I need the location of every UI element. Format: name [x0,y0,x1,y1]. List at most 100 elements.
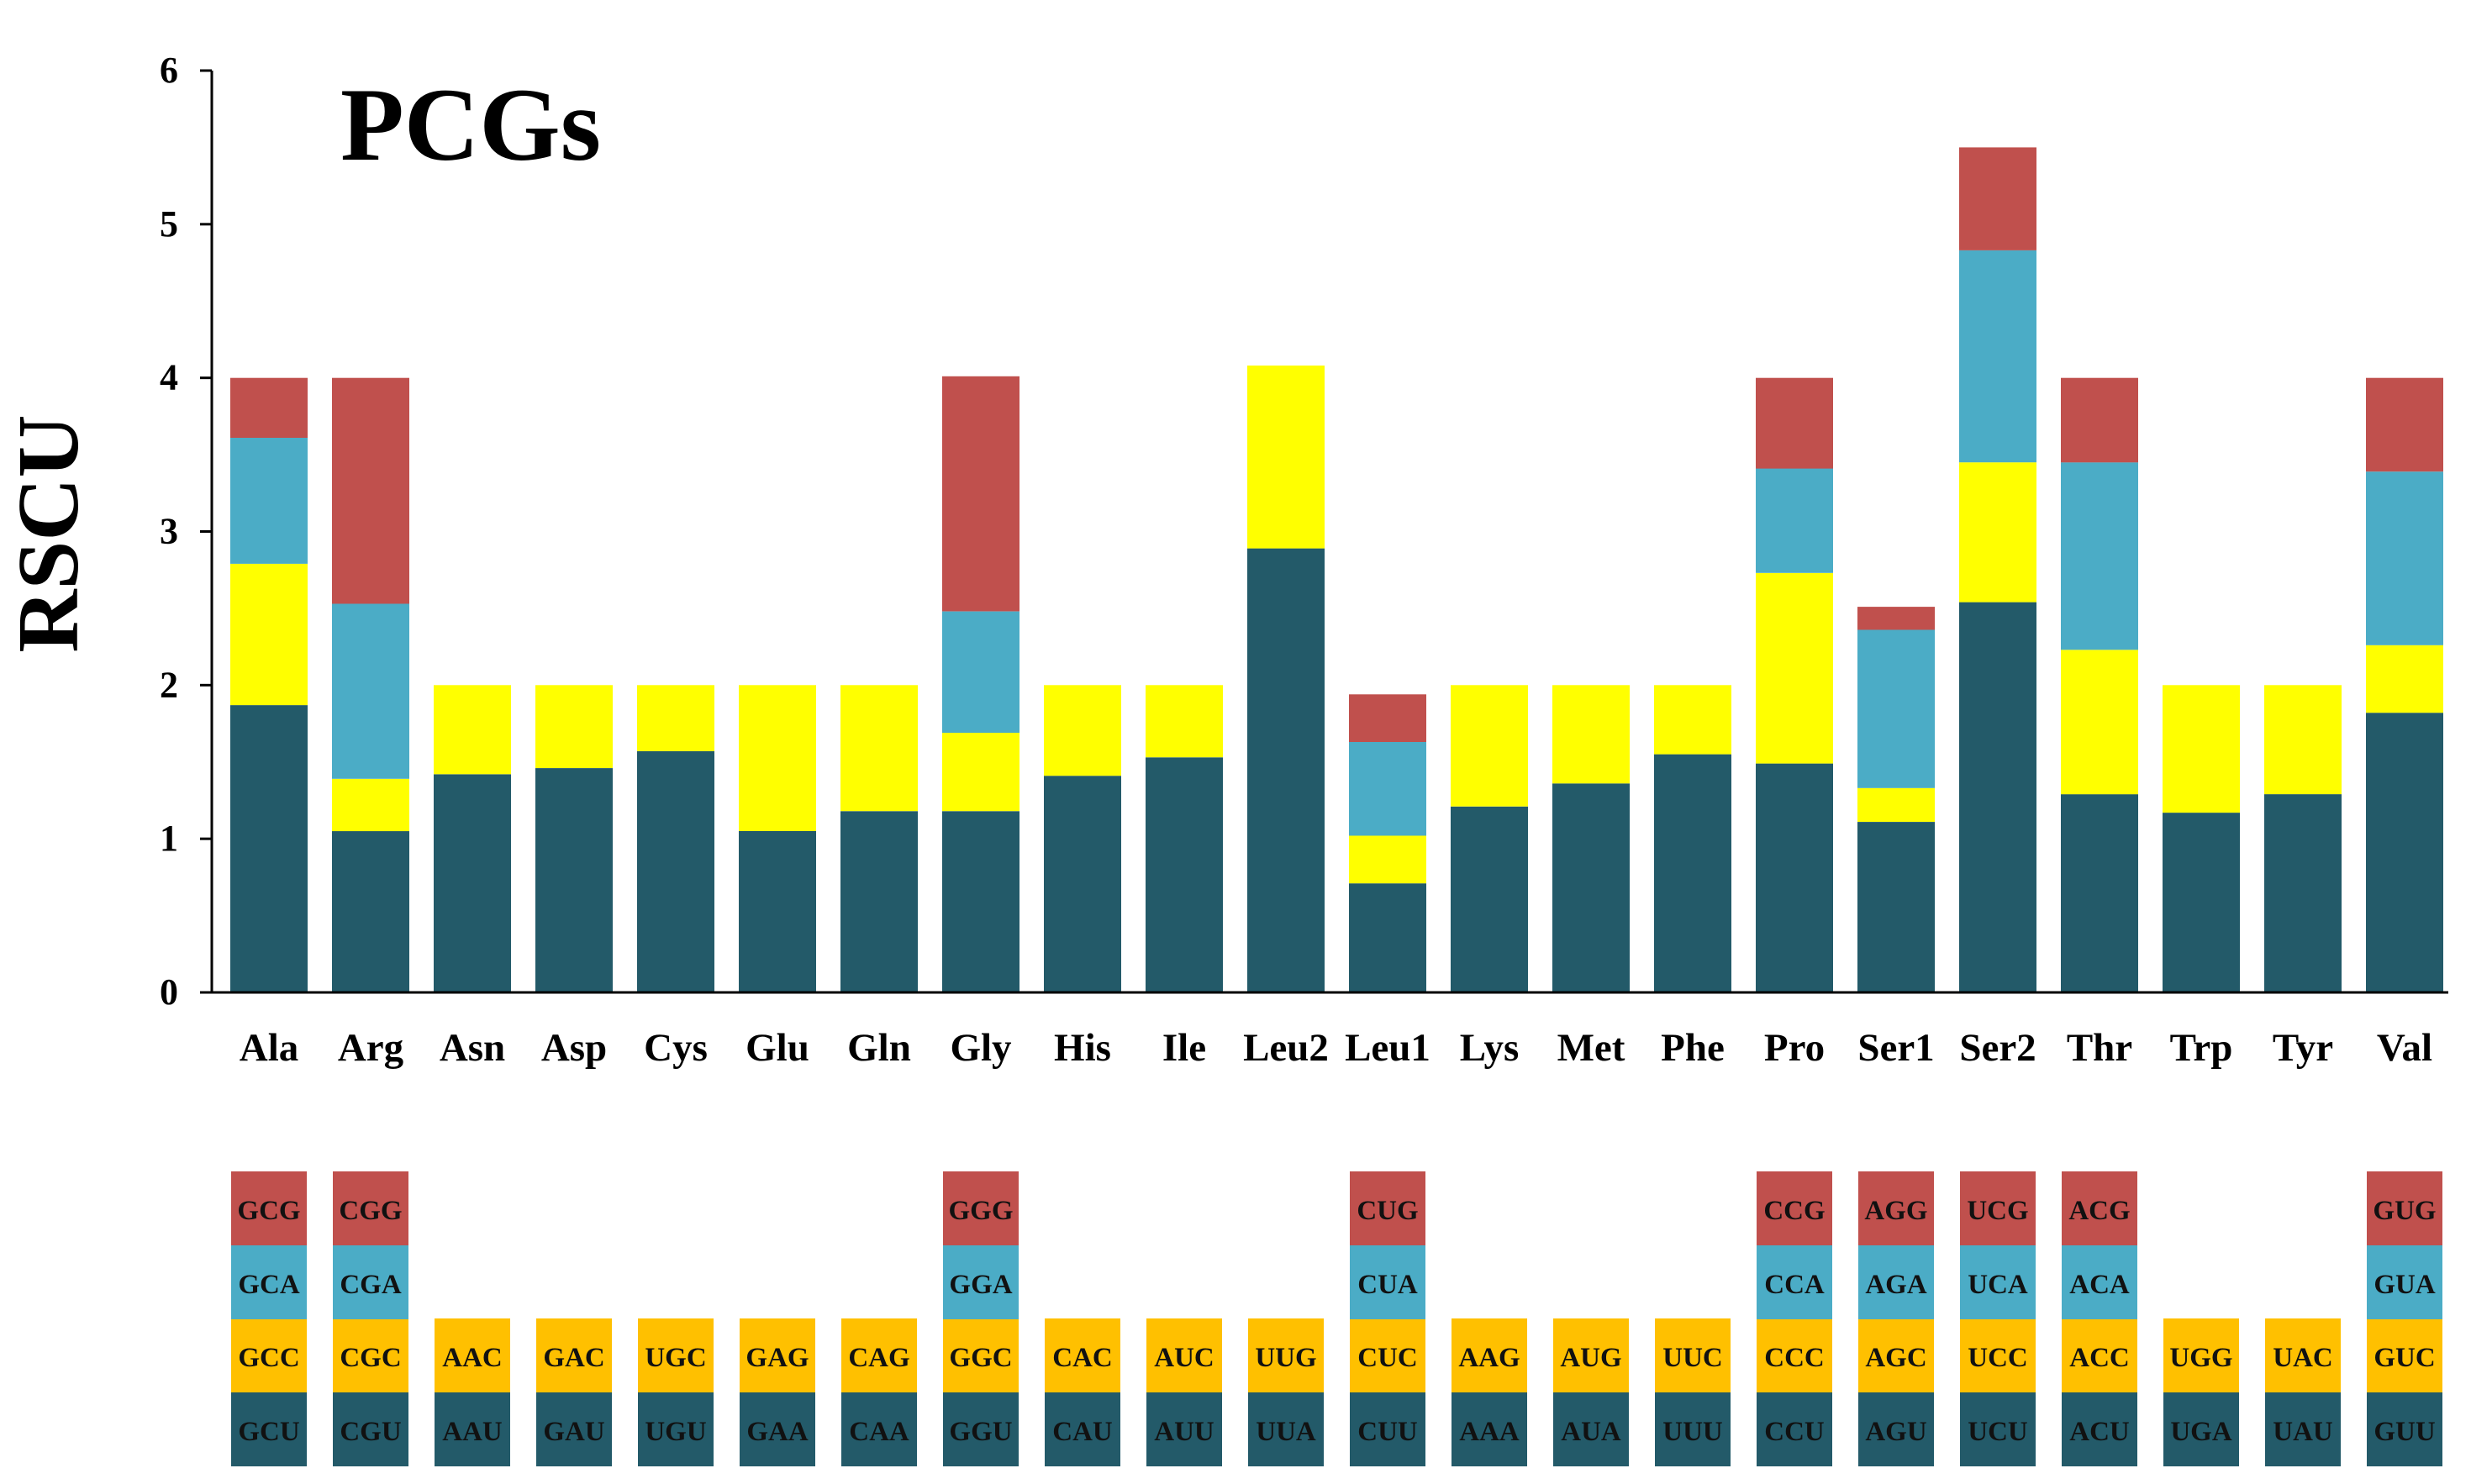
codon-box [2062,1392,2137,1466]
x-tick-label: Ser2 [1959,1026,2036,1070]
codon-box [2367,1318,2442,1392]
codon-box [2367,1245,2442,1319]
bar-ser2-layer4 [1959,147,2036,250]
codon-label: UCA [1968,1270,2028,1300]
codon-box [2265,1318,2341,1392]
codon-label: AUC [1154,1343,1214,1373]
bar-met-layer1 [1552,783,1630,992]
codon-box [1553,1392,1629,1466]
codon-box [1350,1245,1425,1319]
codon-label: AAG [1458,1343,1520,1373]
codon-label: ACG [2068,1196,2130,1226]
codon-label: UGA [2170,1417,2232,1447]
codon-label: GGC [949,1343,1012,1373]
bar-leu2-layer1 [1247,548,1325,992]
codon-label: CUU [1357,1417,1418,1447]
codon-box [740,1392,815,1466]
codon-legend: GCU GCC GCA GCG CGU CGC CGA CGG AAU AAC GAU GAC UGU U… [231,1171,2442,1466]
codon-label: GAA [746,1417,809,1447]
codon-box [1350,1171,1425,1245]
codon-box [1757,1171,1832,1245]
y-tick-label: 1 [160,818,178,859]
codon-label: CAC [1052,1343,1113,1373]
codon-box [231,1245,307,1319]
bar-arg-layer1 [332,831,409,992]
codon-box [231,1318,307,1392]
bar-ser2-layer2 [1959,462,2036,603]
codon-label: UAU [2273,1417,2333,1447]
codon-box [1960,1318,2036,1392]
codon-box [1960,1171,2036,1245]
x-tick-label: Leu1 [1345,1026,1430,1070]
codon-label: GAG [746,1343,809,1373]
codon-box [943,1318,1019,1392]
codon-box [943,1392,1019,1466]
codon-box [536,1392,612,1466]
bar-arg-layer2 [332,778,409,832]
codon-label: UCG [1967,1196,2028,1226]
codon-label: ACC [2069,1343,2130,1373]
x-tick-label: Ile [1162,1026,1206,1070]
y-tick-label: 5 [160,203,178,245]
codon-box [841,1318,917,1392]
bar-tyr-layer2 [2264,685,2342,795]
bar-thr-layer1 [2061,794,2138,992]
x-tick-label: Val [2377,1026,2432,1070]
codon-label: UAC [2273,1343,2333,1373]
codon-label: ACA [2069,1270,2130,1300]
codon-label: UUG [1255,1343,1316,1373]
bar-gly-layer3 [942,611,1019,733]
bar-ile-layer2 [1146,685,1223,758]
codon-box [1146,1392,1222,1466]
codon-box [2062,1318,2137,1392]
codon-label: UGC [645,1343,706,1373]
codon-box [2163,1392,2239,1466]
bar-glu-layer1 [739,831,816,992]
bar-gly-layer2 [942,733,1019,812]
bar-gln-layer2 [840,685,918,812]
bar-gln-layer1 [840,811,918,992]
bar-cys-layer2 [637,685,714,751]
bar-his-layer2 [1044,685,1121,776]
codon-label: CGG [339,1196,402,1226]
y-tick-label: 0 [160,971,178,1013]
bar-asp-layer2 [535,685,613,768]
codon-box [536,1318,612,1392]
x-tick-label: Ala [240,1026,299,1070]
codon-label: AAU [442,1417,503,1447]
codon-label: UGG [2169,1343,2232,1373]
bar-arg-layer4 [332,377,409,604]
bar-ile-layer1 [1146,757,1223,992]
x-tick-label: Arg [338,1026,404,1070]
codon-box [1045,1392,1120,1466]
bar-val-layer4 [2366,377,2443,472]
x-tick-label: Cys [644,1026,708,1070]
x-tick-label: His [1054,1026,1111,1070]
codon-box [1757,1318,1832,1392]
bar-val-layer2 [2366,645,2443,713]
bar-leu1-layer3 [1349,742,1426,836]
bar-gly-layer1 [942,811,1019,992]
codon-label: CAU [1052,1417,1113,1447]
bar-gly-layer4 [942,376,1019,612]
y-axis-label: RSCU [0,414,97,652]
codon-box [1655,1392,1731,1466]
x-tick-label: Thr [2067,1026,2132,1070]
codon-box [2265,1392,2341,1466]
codon-box [1248,1318,1324,1392]
codon-label: AUU [1154,1417,1214,1447]
codon-box [638,1392,714,1466]
y-tick-label: 3 [160,511,178,552]
codon-label: CGU [340,1417,402,1447]
bar-leu2-layer2 [1247,366,1325,549]
codon-box [231,1171,307,1245]
bar-met-layer2 [1552,685,1630,784]
bar-pro-layer4 [1756,377,1833,469]
codon-box [333,1392,408,1466]
codon-box [1045,1318,1120,1392]
codon-label: AUG [1560,1343,1621,1373]
codon-label: GUU [2374,1417,2436,1447]
bar-ser1-layer3 [1857,629,1935,788]
codon-label: CUA [1357,1270,1418,1300]
codon-box [841,1392,917,1466]
